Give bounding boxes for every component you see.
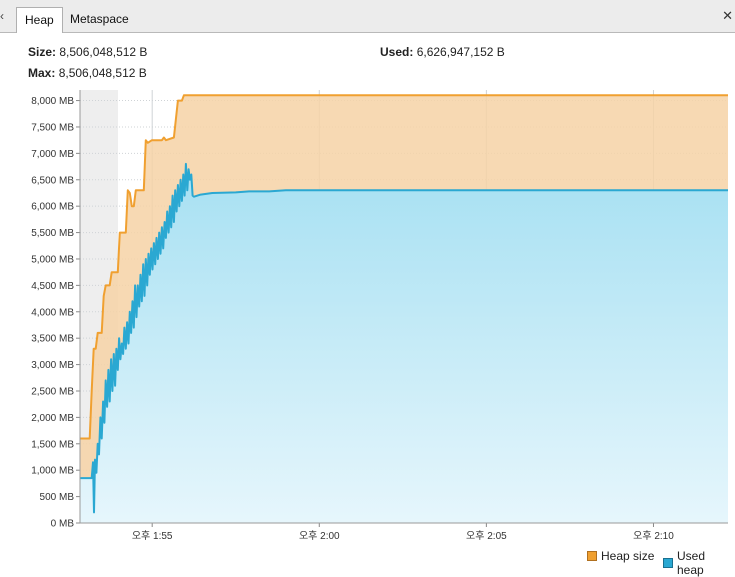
tab-heap[interactable]: Heap [16,7,63,33]
legend-used-swatch [663,558,673,568]
y-tick-label: 7,500 MB [31,122,74,133]
y-tick-label: 2,500 MB [31,386,74,397]
y-tick-label: 8,000 MB [31,96,74,107]
y-tick-label: 6,000 MB [31,202,74,213]
used-label: Used: [380,45,414,59]
y-tick-label: 5,000 MB [31,254,74,265]
x-tick-label: 오후 2:10 [633,530,674,542]
x-tick-label: 오후 2:05 [466,530,507,542]
y-tick-label: 1,000 MB [31,466,74,477]
max-label: Max: [28,66,56,80]
scroll-left-icon[interactable]: ‹ [0,9,4,23]
y-tick-label: 7,000 MB [31,149,74,160]
legend-heap-swatch [587,551,597,561]
y-tick-label: 4,500 MB [31,281,74,292]
y-tick-label: 0 MB [51,519,75,530]
used-value: 6,626,947,152 B [416,45,505,59]
legend-used-label: Used heap [677,549,706,577]
close-icon[interactable]: ✕ [722,8,733,23]
y-tick-label: 2,000 MB [31,413,74,424]
y-tick-label: 6,500 MB [31,175,74,186]
legend-used-heap: Used heap [663,549,735,577]
x-tick-label: 오후 1:55 [132,530,173,542]
used-heap-line [80,162,728,514]
y-tick-label: 4,000 MB [31,307,74,318]
max-value: 8,506,048,512 B [58,66,147,80]
used-heap-area [80,163,728,523]
size-label: Size: [28,45,57,59]
y-tick-label: 3,000 MB [31,360,74,371]
tab-metaspace[interactable]: Metaspace [70,12,129,26]
size-value: 8,506,048,512 B [59,45,148,59]
heap-size-line [80,94,728,440]
size-info: Size: 8,506,048,512 B [28,45,147,59]
y-tick-label: 1,500 MB [31,439,74,450]
y-tick-label: 3,500 MB [31,334,74,345]
legend-heap-label: Heap size [601,549,655,563]
y-tick-label: 5,500 MB [31,228,74,239]
tab-bar: ‹ Heap Metaspace ✕ [0,0,735,33]
max-info: Max: 8,506,048,512 B [28,66,147,80]
x-tick-label: 오후 2:00 [299,530,340,542]
used-info: Used: 6,626,947,152 B [380,45,505,59]
y-tick-label: 500 MB [40,492,75,503]
legend-heap-size: Heap size [587,549,654,563]
